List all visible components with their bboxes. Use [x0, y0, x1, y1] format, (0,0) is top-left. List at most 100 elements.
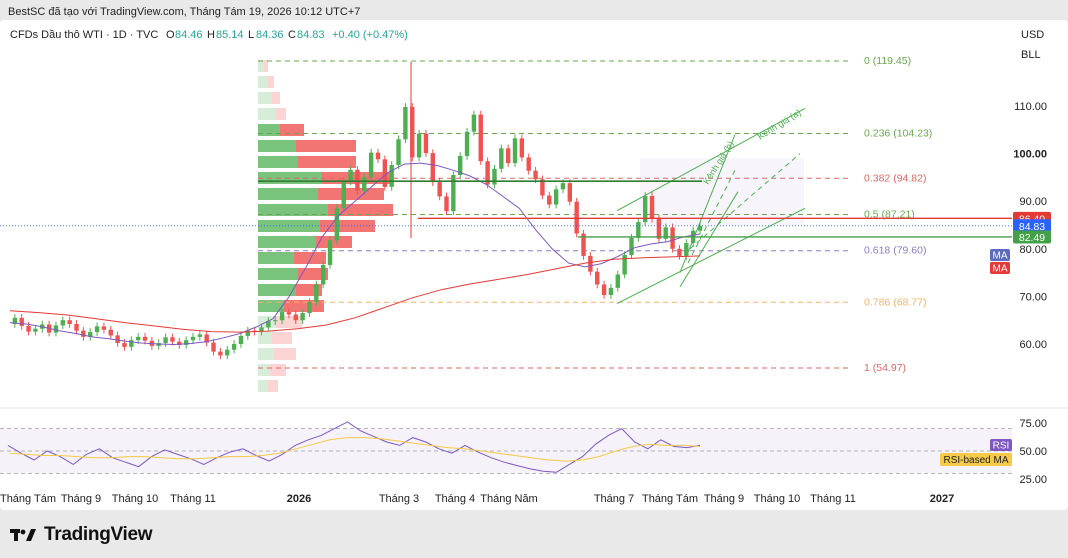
volume-bar-down: [272, 92, 280, 104]
fib-level-label: 0.382 (94.82): [864, 172, 926, 184]
volume-bar-up: [258, 300, 284, 312]
rsi-ma-tag: RSI-based MA: [943, 455, 1008, 466]
channel-a-mid[interactable]: [689, 153, 801, 250]
candle-body: [163, 337, 168, 344]
footer-brand-text: TradingView: [44, 524, 153, 545]
candle-body: [451, 175, 456, 212]
candle-body: [225, 349, 230, 356]
candle-body: [355, 169, 360, 191]
candle-body: [327, 240, 333, 265]
chart-svg[interactable]: CFDs Dầu thô WTI · 1D · TVC O 84.46 H 85…: [0, 20, 1068, 510]
candle-body: [512, 138, 518, 164]
volume-bar-down: [280, 124, 304, 136]
candle-body: [375, 152, 381, 160]
candle-body: [177, 341, 182, 345]
rsi-ma-line: [9, 437, 701, 462]
channel-b-upper[interactable]: [679, 134, 736, 273]
candle-body: [238, 335, 244, 344]
rsi-tag: RSI: [993, 441, 1010, 452]
volume-bar-up: [258, 108, 276, 120]
candle-body: [266, 321, 271, 328]
price-axis-tick: 90.00: [1019, 196, 1047, 208]
fib-level-label: 0.786 (68.77): [864, 296, 926, 308]
rsi-ma-tag-bg: [940, 453, 1012, 466]
volume-bar-down: [270, 364, 286, 376]
price-tag-last: 84.83: [1019, 221, 1045, 233]
fib-level-label: 0.618 (79.60): [864, 245, 926, 257]
time-axis-tick: Tháng 9: [704, 493, 744, 505]
candle-body: [19, 317, 24, 326]
ohlc-h-value: 85.14: [216, 29, 244, 41]
candle-body: [677, 248, 682, 256]
candle-body: [362, 177, 367, 191]
price-axis-tick: 60.00: [1019, 339, 1047, 351]
candle-body: [615, 274, 620, 288]
candle-body: [341, 181, 346, 209]
candle-body: [300, 313, 305, 321]
candle-body: [622, 254, 627, 275]
candle-body: [334, 208, 340, 241]
rsi-axis-tick: 75.00: [1019, 418, 1047, 430]
moving-averages: [9, 162, 701, 346]
time-axis-tick: Tháng Năm: [480, 493, 537, 505]
candle-body: [410, 106, 415, 158]
horizontal-lines[interactable]: [0, 180, 1012, 238]
time-axis[interactable]: Tháng Tám Tháng 9 Tháng 10 Tháng 11 2026 Thán…: [0, 493, 954, 505]
price-axis-tick: 70.00: [1019, 291, 1047, 303]
candle-body: [382, 159, 388, 187]
price-axis-tick: 80.00: [1019, 244, 1047, 256]
rsi-axis-tick: 50.00: [1019, 446, 1047, 458]
candle-body: [94, 326, 100, 333]
candle-body: [12, 317, 18, 325]
rsi-line: [7, 421, 701, 473]
candle-body: [190, 336, 196, 341]
time-axis-tick: 2027: [930, 493, 954, 505]
ohlc-h-label: H: [207, 29, 215, 41]
candle-body: [204, 334, 209, 343]
candle-body: [670, 227, 675, 249]
candle-body: [183, 340, 189, 345]
volume-bar-up: [258, 380, 268, 392]
candle-body: [26, 325, 31, 332]
candle-body: [533, 170, 538, 180]
time-axis-tick: 2026: [287, 493, 311, 505]
candle-body: [697, 225, 703, 231]
channel-a-lower[interactable]: [616, 207, 806, 304]
candle-body: [129, 340, 134, 347]
volume-bar-down: [298, 268, 328, 280]
candle-body: [588, 255, 593, 272]
candle-body: [430, 153, 435, 183]
candle-body: [457, 155, 463, 176]
volume-bar-down: [268, 76, 274, 88]
rsi-pane[interactable]: 75.00 50.00 25.00 RSI RSI-based MA: [0, 407, 1068, 486]
candle-body: [115, 335, 120, 344]
time-axis-tick: Tháng 11: [810, 493, 856, 505]
fibonacci-retracement[interactable]: 0 (119.45) 0.236 (104.23) 0.382 (94.82) 0.5…: [258, 55, 932, 374]
candle-body: [444, 196, 449, 212]
volume-bar-down: [272, 332, 292, 344]
volume-bar-up: [258, 60, 264, 72]
ma-tag-1: MA: [993, 251, 1008, 262]
ohlc-o-value: 84.46: [175, 29, 203, 41]
ma-tag-1-bg: [990, 249, 1010, 261]
volume-bar-up: [258, 268, 298, 280]
channel-a-upper[interactable]: [616, 107, 806, 212]
candle-body: [656, 218, 662, 239]
chart-panel[interactable]: CFDs Dầu thô WTI · 1D · TVC O 84.46 H 85…: [0, 20, 1068, 510]
volume-bar-up: [258, 92, 272, 104]
volume-bar-down: [296, 140, 356, 152]
volume-bar-down: [318, 188, 384, 200]
snapshot-caption: BestSC đã tạo với TradingView.com, Tháng…: [8, 6, 361, 18]
ma-tag-2: MA: [993, 264, 1008, 275]
volume-bar-up: [258, 124, 280, 136]
volume-bar-up: [258, 332, 272, 344]
fib-level-label: 1 (54.97): [864, 362, 906, 374]
ohlc-l-value: 84.36: [256, 29, 284, 41]
price-axis[interactable]: 110.00100.0090.0080.0070.0060.0086.4084.…: [990, 101, 1051, 351]
channel-b-lower[interactable]: [679, 191, 739, 288]
symbol-name: CFDs Dầu thô WTI · 1D · TVC: [10, 29, 158, 41]
ohlc-c-value: 84.83: [297, 29, 325, 41]
candle-body: [649, 195, 655, 219]
time-axis-tick: Tháng 9: [61, 493, 101, 505]
ohlc-change: +0.40 (+0.47%): [332, 29, 408, 41]
